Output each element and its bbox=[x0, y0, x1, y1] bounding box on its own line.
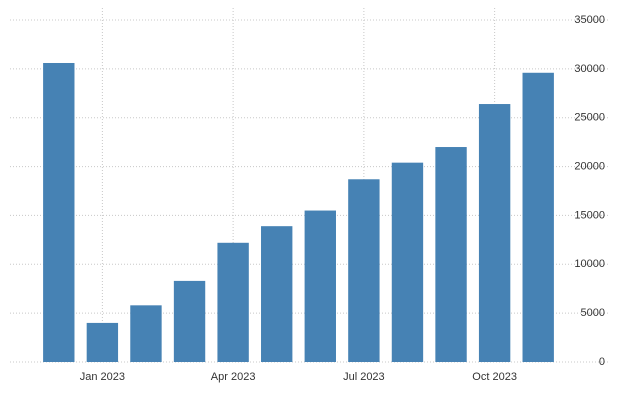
bar bbox=[130, 305, 162, 362]
bar bbox=[261, 226, 293, 362]
bar bbox=[86, 322, 119, 362]
y-tick-label: 20000 bbox=[574, 160, 605, 172]
y-tick-label: 0 bbox=[599, 356, 605, 368]
y-tick-label: 5000 bbox=[581, 307, 605, 319]
bar bbox=[43, 62, 75, 362]
bar bbox=[522, 72, 554, 362]
bar bbox=[391, 162, 424, 362]
bar bbox=[173, 280, 206, 362]
y-tick-label: 10000 bbox=[574, 258, 605, 270]
x-tick-label: Jan 2023 bbox=[80, 371, 125, 383]
bar bbox=[478, 104, 511, 362]
x-tick-label: Oct 2023 bbox=[472, 371, 517, 383]
y-tick-label: 30000 bbox=[574, 63, 605, 75]
bar bbox=[217, 242, 249, 362]
y-tick-label: 15000 bbox=[574, 209, 605, 221]
y-tick-label: 35000 bbox=[574, 14, 605, 26]
bar bbox=[435, 147, 467, 362]
x-tick-label: Jul 2023 bbox=[343, 371, 385, 383]
bar bbox=[304, 210, 336, 362]
y-tick-label: 25000 bbox=[574, 112, 605, 124]
bar bbox=[348, 179, 380, 362]
x-tick-label: Apr 2023 bbox=[211, 371, 256, 383]
